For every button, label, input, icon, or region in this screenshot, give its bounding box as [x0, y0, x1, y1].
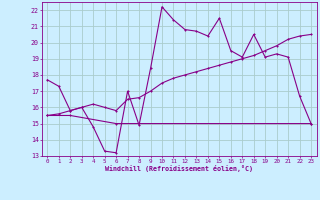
- X-axis label: Windchill (Refroidissement éolien,°C): Windchill (Refroidissement éolien,°C): [105, 165, 253, 172]
